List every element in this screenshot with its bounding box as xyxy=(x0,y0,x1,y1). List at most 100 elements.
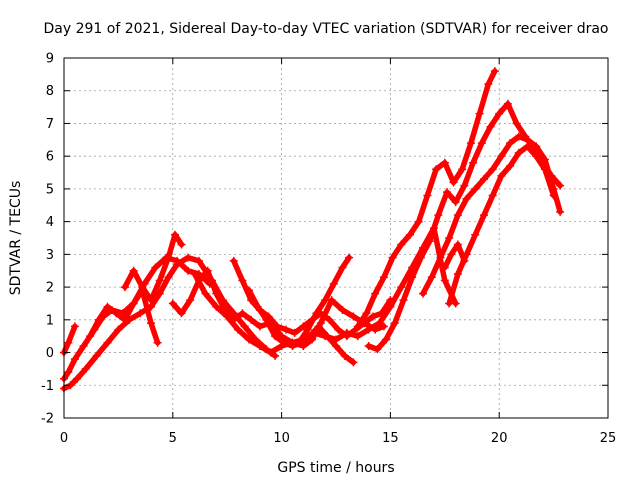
series-track-13 xyxy=(419,132,565,298)
data-point xyxy=(488,165,497,174)
data-point xyxy=(377,309,386,318)
data-point xyxy=(295,338,304,347)
data-point xyxy=(194,256,203,265)
data-point xyxy=(469,158,478,167)
data-point xyxy=(349,312,358,321)
data-point xyxy=(427,273,436,282)
data-point xyxy=(155,289,164,298)
data-point xyxy=(379,273,388,282)
data-point xyxy=(177,240,186,249)
data-point xyxy=(540,165,549,174)
data-point xyxy=(453,211,462,220)
data-point xyxy=(271,332,280,341)
data-point xyxy=(514,132,523,141)
x-tick-label: 25 xyxy=(600,431,617,446)
data-point xyxy=(114,325,123,334)
data-point xyxy=(425,237,434,246)
data-point xyxy=(223,312,232,321)
data-point xyxy=(388,253,397,262)
data-point xyxy=(506,162,515,170)
data-point xyxy=(397,240,406,249)
data-point xyxy=(362,309,371,318)
data-point xyxy=(486,122,495,131)
data-point xyxy=(164,273,173,282)
data-point xyxy=(442,188,451,197)
data-point xyxy=(416,253,425,262)
data-point xyxy=(532,142,541,151)
data-point xyxy=(138,283,147,292)
x-tick-label: 15 xyxy=(382,431,399,446)
data-point xyxy=(453,270,462,278)
data-point xyxy=(229,256,238,265)
data-point xyxy=(244,286,253,295)
data-point xyxy=(488,191,497,200)
data-point xyxy=(147,296,156,305)
data-point xyxy=(364,325,373,334)
data-point xyxy=(495,109,504,118)
data-point xyxy=(314,322,323,331)
data-point xyxy=(190,270,199,278)
data-point xyxy=(445,299,454,308)
data-point xyxy=(151,263,160,272)
series-trace xyxy=(61,323,78,356)
data-point xyxy=(451,198,460,206)
data-point xyxy=(147,319,156,328)
data-point xyxy=(103,338,112,347)
y-tick-label: 2 xyxy=(46,281,54,296)
data-point xyxy=(371,289,380,298)
data-point xyxy=(373,345,382,354)
x-tick-label: 20 xyxy=(491,431,508,446)
series-track-10 xyxy=(295,253,354,347)
data-point xyxy=(460,181,469,190)
series-trace xyxy=(61,254,278,392)
data-point xyxy=(168,299,177,308)
data-point xyxy=(70,355,79,364)
data-point xyxy=(353,322,362,331)
data-point xyxy=(368,312,377,321)
data-point xyxy=(247,315,256,324)
data-point xyxy=(353,332,362,341)
data-point xyxy=(184,266,193,275)
data-point xyxy=(512,119,521,128)
data-point xyxy=(92,351,101,360)
y-tick-label: -2 xyxy=(41,412,54,427)
data-point xyxy=(255,322,264,331)
data-point xyxy=(399,296,408,305)
data-point xyxy=(342,332,351,341)
data-point xyxy=(506,139,515,148)
data-point xyxy=(184,253,193,262)
data-point xyxy=(170,230,179,239)
data-point xyxy=(81,364,90,373)
data-point xyxy=(273,322,282,331)
data-point xyxy=(471,230,480,239)
data-point xyxy=(345,253,354,262)
data-point xyxy=(325,315,334,324)
data-point xyxy=(390,319,399,328)
data-point xyxy=(414,217,423,226)
data-point xyxy=(540,155,549,164)
data-point xyxy=(477,139,486,148)
data-point xyxy=(423,191,432,200)
data-point xyxy=(288,342,297,350)
data-point xyxy=(379,322,388,331)
y-tick-label: 9 xyxy=(46,52,54,67)
data-point xyxy=(212,289,221,298)
data-point xyxy=(120,283,129,292)
y-tick-label: -1 xyxy=(41,379,54,394)
data-point xyxy=(514,148,523,157)
series-track-5 xyxy=(120,230,186,305)
data-point xyxy=(253,302,262,311)
x-tick-label: 5 xyxy=(169,431,177,446)
data-point xyxy=(238,309,247,318)
series-trace xyxy=(442,241,468,271)
plot-frame xyxy=(63,57,609,419)
data-point xyxy=(471,184,480,193)
data-point xyxy=(432,165,441,174)
y-tick-label: 5 xyxy=(46,182,54,197)
y-tick-label: 0 xyxy=(46,346,54,361)
data-point xyxy=(177,309,186,318)
data-point xyxy=(340,351,349,360)
data-point xyxy=(103,302,112,311)
data-point xyxy=(490,67,499,76)
data-point xyxy=(323,332,332,341)
